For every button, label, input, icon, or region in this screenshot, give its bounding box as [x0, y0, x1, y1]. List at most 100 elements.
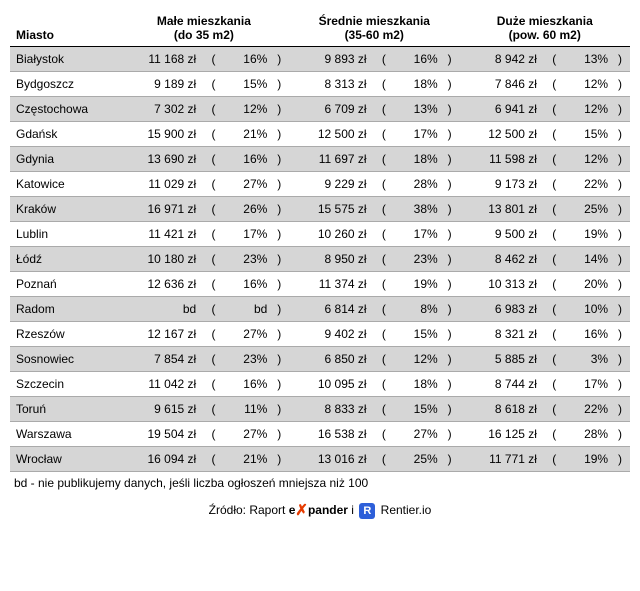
- paren-close: ): [269, 422, 289, 447]
- paren-close: ): [440, 422, 460, 447]
- cell-small-price: 10 180 zł: [119, 247, 201, 272]
- cell-small-pct: 27%: [217, 422, 269, 447]
- cell-small-price: 9 615 zł: [119, 397, 201, 422]
- table-row: Szczecin11 042 zł(16%)10 095 zł(18%)8 74…: [10, 372, 630, 397]
- paren-close: ): [440, 347, 460, 372]
- paren-close: ): [440, 372, 460, 397]
- paren-open: (: [541, 147, 558, 172]
- paren-close: ): [610, 47, 630, 72]
- cell-large-pct: 3%: [558, 347, 610, 372]
- cell-medium-price: 8 833 zł: [289, 397, 371, 422]
- paren-open: (: [371, 247, 388, 272]
- paren-close: ): [610, 172, 630, 197]
- paren-open: (: [371, 222, 388, 247]
- paren-close: ): [269, 372, 289, 397]
- paren-open: (: [541, 447, 558, 472]
- cell-medium-price: 11 374 zł: [289, 272, 371, 297]
- header-small: Małe mieszkania (do 35 m2): [119, 10, 289, 47]
- cell-large-price: 12 500 zł: [459, 122, 541, 147]
- cell-medium-pct: 15%: [388, 397, 440, 422]
- paren-open: (: [200, 447, 217, 472]
- paren-close: ): [269, 447, 289, 472]
- rentier-badge-icon: R: [359, 503, 375, 519]
- cell-small-price: 15 900 zł: [119, 122, 201, 147]
- table-row: Radombd(bd)6 814 zł(8%)6 983 zł(10%): [10, 297, 630, 322]
- paren-open: (: [541, 347, 558, 372]
- cell-small-price: 12 636 zł: [119, 272, 201, 297]
- price-table: Miasto Małe mieszkania (do 35 m2) Średni…: [10, 10, 630, 472]
- cell-city: Warszawa: [10, 422, 119, 447]
- cell-large-pct: 22%: [558, 172, 610, 197]
- cell-large-pct: 19%: [558, 447, 610, 472]
- cell-small-pct: 26%: [217, 197, 269, 222]
- cell-large-pct: 17%: [558, 372, 610, 397]
- cell-medium-price: 16 538 zł: [289, 422, 371, 447]
- paren-close: ): [610, 72, 630, 97]
- cell-small-pct: 23%: [217, 247, 269, 272]
- cell-medium-price: 6 709 zł: [289, 97, 371, 122]
- paren-close: ): [269, 222, 289, 247]
- paren-open: (: [371, 147, 388, 172]
- paren-open: (: [541, 322, 558, 347]
- cell-city: Rzeszów: [10, 322, 119, 347]
- paren-close: ): [440, 72, 460, 97]
- cell-large-price: 10 313 zł: [459, 272, 541, 297]
- cell-small-pct: 16%: [217, 47, 269, 72]
- paren-close: ): [610, 147, 630, 172]
- paren-close: ): [269, 47, 289, 72]
- cell-city: Szczecin: [10, 372, 119, 397]
- cell-large-pct: 16%: [558, 322, 610, 347]
- paren-open: (: [200, 247, 217, 272]
- paren-open: (: [541, 222, 558, 247]
- cell-medium-price: 9 893 zł: [289, 47, 371, 72]
- cell-small-pct: 17%: [217, 222, 269, 247]
- paren-open: (: [200, 297, 217, 322]
- cell-large-pct: 20%: [558, 272, 610, 297]
- paren-open: (: [200, 72, 217, 97]
- cell-medium-price: 15 575 zł: [289, 197, 371, 222]
- paren-close: ): [610, 272, 630, 297]
- paren-close: ): [610, 122, 630, 147]
- cell-medium-pct: 27%: [388, 422, 440, 447]
- cell-medium-price: 9 402 zł: [289, 322, 371, 347]
- paren-open: (: [371, 272, 388, 297]
- paren-close: ): [269, 247, 289, 272]
- paren-close: ): [269, 172, 289, 197]
- cell-medium-pct: 15%: [388, 322, 440, 347]
- paren-open: (: [541, 172, 558, 197]
- paren-close: ): [610, 197, 630, 222]
- cell-small-pct: 23%: [217, 347, 269, 372]
- table-row: Poznań12 636 zł(16%)11 374 zł(19%)10 313…: [10, 272, 630, 297]
- cell-medium-pct: 8%: [388, 297, 440, 322]
- paren-close: ): [610, 447, 630, 472]
- cell-medium-price: 10 260 zł: [289, 222, 371, 247]
- paren-close: ): [440, 247, 460, 272]
- cell-large-price: 5 885 zł: [459, 347, 541, 372]
- cell-medium-pct: 13%: [388, 97, 440, 122]
- table-row: Sosnowiec7 854 zł(23%)6 850 zł(12%)5 885…: [10, 347, 630, 372]
- cell-large-price: 8 942 zł: [459, 47, 541, 72]
- paren-open: (: [371, 397, 388, 422]
- paren-close: ): [610, 297, 630, 322]
- paren-open: (: [371, 422, 388, 447]
- cell-large-pct: 10%: [558, 297, 610, 322]
- cell-medium-pct: 19%: [388, 272, 440, 297]
- cell-large-price: 9 173 zł: [459, 172, 541, 197]
- paren-open: (: [371, 372, 388, 397]
- table-row: Łódź10 180 zł(23%)8 950 zł(23%)8 462 zł(…: [10, 247, 630, 272]
- cell-small-pct: 27%: [217, 322, 269, 347]
- cell-large-pct: 12%: [558, 72, 610, 97]
- cell-medium-pct: 23%: [388, 247, 440, 272]
- table-row: Toruń9 615 zł(11%)8 833 zł(15%)8 618 zł(…: [10, 397, 630, 422]
- cell-city: Sosnowiec: [10, 347, 119, 372]
- paren-open: (: [371, 72, 388, 97]
- paren-open: (: [200, 172, 217, 197]
- cell-medium-price: 11 697 zł: [289, 147, 371, 172]
- cell-large-price: 16 125 zł: [459, 422, 541, 447]
- cell-small-pct: 16%: [217, 372, 269, 397]
- paren-close: ): [610, 347, 630, 372]
- table-row: Katowice11 029 zł(27%)9 229 zł(28%)9 173…: [10, 172, 630, 197]
- cell-large-price: 11 771 zł: [459, 447, 541, 472]
- cell-small-price: 16 971 zł: [119, 197, 201, 222]
- cell-medium-pct: 17%: [388, 222, 440, 247]
